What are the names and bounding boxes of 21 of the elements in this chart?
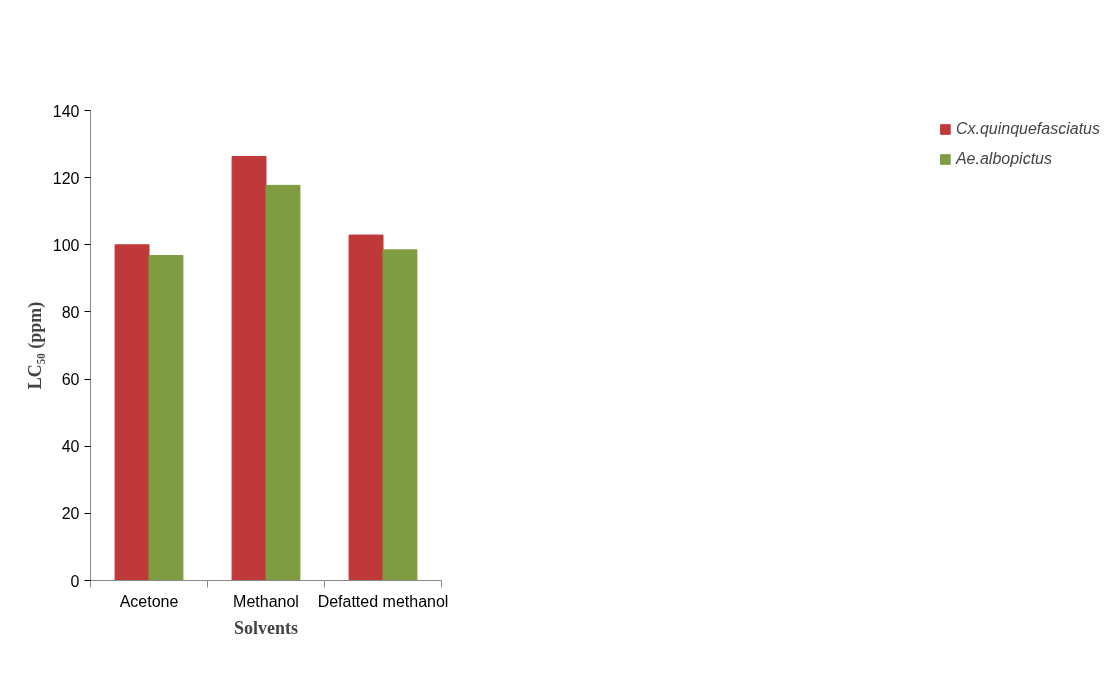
y-tick-label: 100 <box>52 236 80 254</box>
bar <box>265 184 301 581</box>
bar <box>382 249 418 581</box>
bar <box>114 244 150 581</box>
bar <box>348 234 384 581</box>
y-tick-label: 120 <box>52 169 80 187</box>
y-tick-label: 60 <box>61 371 80 389</box>
y-tick-label: 40 <box>61 438 80 456</box>
y-tick-label: 20 <box>61 505 80 523</box>
y-tick-label: 80 <box>61 303 80 321</box>
bar <box>148 255 184 581</box>
x-tick-label: Methanol <box>233 592 299 610</box>
x-tick-label: Defatted methanol <box>317 592 449 610</box>
bar <box>231 155 267 581</box>
y-tick-label: 0 <box>70 572 80 590</box>
y-axis-title: LC₅₀ (ppm) <box>24 301 46 390</box>
legend-label: Ae.albopictus <box>955 150 1052 168</box>
x-tick-label: Acetone <box>119 592 179 610</box>
legend-label: Cx.quinquefasciatus <box>955 120 1100 138</box>
y-tick-label: 140 <box>52 102 80 120</box>
x-axis-title: Solvents <box>233 617 299 638</box>
